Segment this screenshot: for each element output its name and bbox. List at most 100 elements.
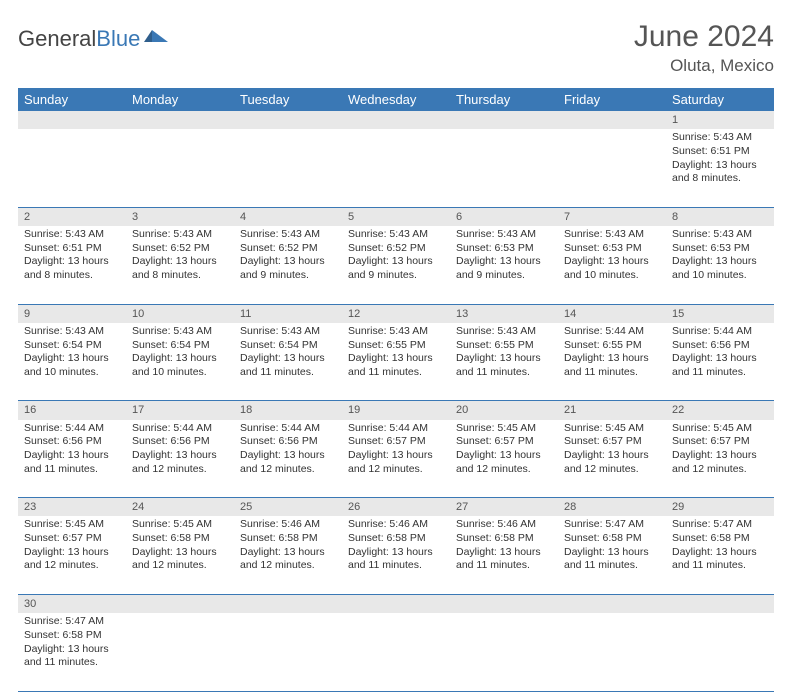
week-row: Sunrise: 5:44 AMSunset: 6:56 PMDaylight:… [18,420,774,498]
sunset-line: Sunset: 6:53 PM [564,242,660,256]
day-cell: Sunrise: 5:44 AMSunset: 6:55 PMDaylight:… [558,323,666,401]
day-details: Sunrise: 5:43 AMSunset: 6:53 PMDaylight:… [666,226,774,287]
sunset-line: Sunset: 6:58 PM [564,532,660,546]
day-cell: Sunrise: 5:45 AMSunset: 6:57 PMDaylight:… [450,420,558,498]
sunset-line: Sunset: 6:56 PM [24,435,120,449]
day-number-cell: 26 [342,498,450,517]
day-number-cell: 9 [18,304,126,323]
day-details: Sunrise: 5:43 AMSunset: 6:53 PMDaylight:… [450,226,558,287]
day-cell: Sunrise: 5:47 AMSunset: 6:58 PMDaylight:… [18,613,126,691]
day-cell: Sunrise: 5:43 AMSunset: 6:54 PMDaylight:… [234,323,342,401]
day-cell: Sunrise: 5:47 AMSunset: 6:58 PMDaylight:… [558,516,666,594]
sunset-line: Sunset: 6:55 PM [564,339,660,353]
page-subtitle: Oluta, Mexico [634,56,774,76]
sunset-line: Sunset: 6:57 PM [348,435,444,449]
day-details: Sunrise: 5:43 AMSunset: 6:51 PMDaylight:… [18,226,126,287]
sunrise-line: Sunrise: 5:43 AM [672,131,768,145]
daylight-line: Daylight: 13 hours and 12 minutes. [672,449,768,476]
sunset-line: Sunset: 6:55 PM [456,339,552,353]
sunrise-line: Sunrise: 5:43 AM [456,325,552,339]
logo-text-general: General [18,26,96,52]
daylight-line: Daylight: 13 hours and 12 minutes. [240,449,336,476]
day-cell [342,129,450,207]
daynum-row: 30 [18,594,774,613]
sunset-line: Sunset: 6:56 PM [132,435,228,449]
daynum-row: 2345678 [18,207,774,226]
sunrise-line: Sunrise: 5:43 AM [564,228,660,242]
week-row: Sunrise: 5:43 AM Sunset: 6:51 PM Daylight:… [18,226,774,304]
day-cell: Sunrise: 5:43 AMSunset: 6:54 PMDaylight:… [18,323,126,401]
daylight-line: Daylight: 13 hours and 10 minutes. [564,255,660,282]
calendar-table: Sunday Monday Tuesday Wednesday Thursday… [18,88,774,692]
daylight-line: Daylight: 13 hours and 11 minutes. [564,546,660,573]
sunset-line: Sunset: 6:51 PM [24,242,120,256]
day-details: Sunrise: 5:44 AMSunset: 6:55 PMDaylight:… [558,323,666,384]
day-cell: Sunrise: 5:44 AMSunset: 6:57 PMDaylight:… [342,420,450,498]
day-number-cell [234,594,342,613]
day-number-cell [666,594,774,613]
sunrise-line: Sunrise: 5:45 AM [456,422,552,436]
day-number-cell: 29 [666,498,774,517]
daylight-line: Daylight: 13 hours and 11 minutes. [672,352,768,379]
sunset-line: Sunset: 6:54 PM [240,339,336,353]
day-cell: Sunrise: 5:43 AMSunset: 6:51 PMDaylight:… [666,129,774,207]
day-cell [126,129,234,207]
day-number-cell [234,111,342,129]
day-cell: Sunrise: 5:43 AMSunset: 6:54 PMDaylight:… [126,323,234,401]
day-number-cell: 13 [450,304,558,323]
sunrise-line: Sunrise: 5:44 AM [240,422,336,436]
day-cell: Sunrise: 5:44 AMSunset: 6:56 PMDaylight:… [234,420,342,498]
daylight-line: Daylight: 13 hours and 12 minutes. [24,546,120,573]
daylight-line: Daylight: 13 hours and 11 minutes. [24,449,120,476]
day-cell: Sunrise: 5:46 AMSunset: 6:58 PMDaylight:… [342,516,450,594]
day-cell: Sunrise: 5:43 AMSunset: 6:52 PMDaylight:… [342,226,450,304]
day-details: Sunrise: 5:45 AMSunset: 6:57 PMDaylight:… [18,516,126,577]
daylight-line: Daylight: 13 hours and 12 minutes. [240,546,336,573]
sunset-line: Sunset: 6:51 PM [672,145,768,159]
day-number-cell: 10 [126,304,234,323]
calendar-body: 1Sunrise: 5:43 AMSunset: 6:51 PMDaylight… [18,111,774,691]
day-details: Sunrise: 5:43 AMSunset: 6:52 PMDaylight:… [126,226,234,287]
sunrise-line: Sunrise: 5:43 AM [456,228,552,242]
sunset-line: Sunset: 6:54 PM [24,339,120,353]
sunrise-line: Sunrise: 5:43 AM [24,325,120,339]
sunrise-line: Sunrise: 5:43 AM [240,325,336,339]
weekday-header: Monday [126,88,234,111]
day-details: Sunrise: 5:43 AMSunset: 6:52 PMDaylight:… [234,226,342,287]
sunset-line: Sunset: 6:56 PM [672,339,768,353]
sunset-line: Sunset: 6:58 PM [672,532,768,546]
day-number-cell: 22 [666,401,774,420]
week-row: Sunrise: 5:43 AMSunset: 6:54 PMDaylight:… [18,323,774,401]
day-cell: Sunrise: 5:45 AMSunset: 6:57 PMDaylight:… [18,516,126,594]
day-cell [18,129,126,207]
day-number-cell: 14 [558,304,666,323]
day-details: Sunrise: 5:45 AMSunset: 6:57 PMDaylight:… [450,420,558,481]
day-number-cell [126,111,234,129]
sunset-line: Sunset: 6:58 PM [132,532,228,546]
logo-text-blue: Blue [96,26,140,52]
week-row: Sunrise: 5:47 AMSunset: 6:58 PMDaylight:… [18,613,774,691]
day-details: Sunrise: 5:44 AMSunset: 6:56 PMDaylight:… [666,323,774,384]
day-number-cell: 27 [450,498,558,517]
day-cell: Sunrise: 5:45 AMSunset: 6:57 PMDaylight:… [558,420,666,498]
logo-flag-icon [144,26,170,52]
day-number-cell: 6 [450,207,558,226]
daylight-line: Daylight: 13 hours and 10 minutes. [132,352,228,379]
day-number-cell: 30 [18,594,126,613]
day-cell: Sunrise: 5:43 AMSunset: 6:53 PMDaylight:… [558,226,666,304]
daylight-line: Daylight: 13 hours and 9 minutes. [348,255,444,282]
sunset-line: Sunset: 6:57 PM [24,532,120,546]
day-details: Sunrise: 5:46 AMSunset: 6:58 PMDaylight:… [234,516,342,577]
day-number-cell: 20 [450,401,558,420]
header: GeneralBlue June 2024 Oluta, Mexico [18,20,774,76]
sunset-line: Sunset: 6:58 PM [240,532,336,546]
day-cell [234,129,342,207]
week-row: Sunrise: 5:43 AMSunset: 6:51 PMDaylight:… [18,129,774,207]
day-number-cell: 16 [18,401,126,420]
daylight-line: Daylight: 13 hours and 12 minutes. [456,449,552,476]
daynum-row: 9101112131415 [18,304,774,323]
day-cell [558,129,666,207]
sunrise-line: Sunrise: 5:47 AM [564,518,660,532]
day-cell: Sunrise: 5:44 AMSunset: 6:56 PMDaylight:… [18,420,126,498]
day-cell [342,613,450,691]
